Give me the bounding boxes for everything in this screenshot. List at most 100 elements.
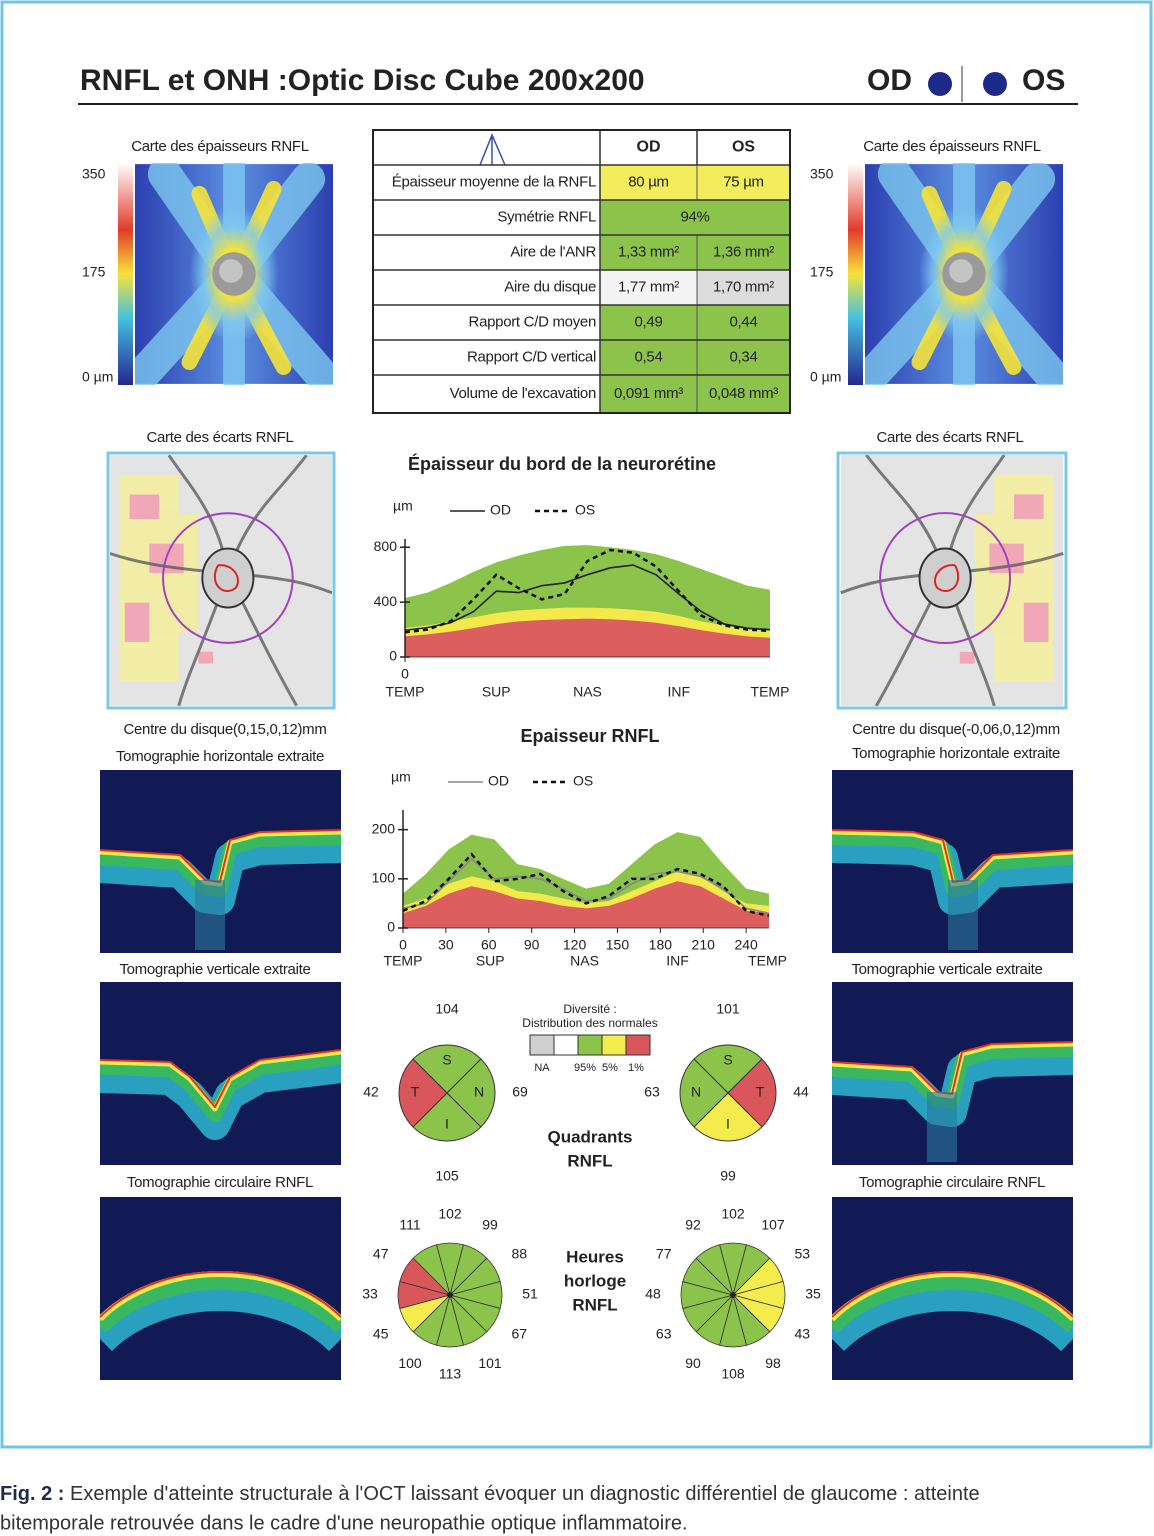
quadrant-value: 105	[435, 1168, 459, 1184]
deviation-map-os	[840, 455, 1064, 706]
x-tick-label: 240	[734, 937, 758, 953]
legend-swatch	[577, 1034, 603, 1056]
series-line	[404, 548, 771, 634]
quadrant-value: 44	[793, 1084, 809, 1100]
legend-label: OD	[490, 502, 511, 518]
table-cell	[696, 339, 791, 376]
scale-label: 0 µm	[810, 369, 841, 385]
clock-value: 102	[721, 1206, 745, 1222]
tomo-label: Tomographie verticale extraite	[119, 961, 310, 978]
x-tick-label: 90	[524, 937, 540, 953]
table-row-label: Aire du disque	[504, 278, 596, 295]
tomo-image	[100, 982, 341, 1165]
map-border	[836, 451, 1068, 710]
clock-value: 45	[373, 1326, 389, 1342]
legend-label: OS	[575, 502, 595, 518]
color-scale	[848, 163, 863, 385]
quadrant-sector	[398, 1058, 448, 1128]
clock-value: 111	[399, 1216, 420, 1232]
y-tick-label: 800	[374, 538, 398, 554]
quadrant-letter: I	[445, 1116, 449, 1132]
quadrant-letter: N	[691, 1084, 701, 1100]
x-region-label: NAS	[570, 953, 599, 969]
normal-band	[405, 618, 770, 657]
legend-swatch	[601, 1034, 627, 1056]
deviation-map	[110, 455, 332, 706]
title: RNFL et ONH :Optic Disc Cube 200x200	[80, 64, 645, 97]
section-title: RNFL	[572, 1295, 617, 1314]
quadrant-value: 63	[644, 1084, 660, 1100]
quadrant-letter: T	[411, 1084, 420, 1100]
caption-text: Exemple d'atteinte structurale à l'OCT l…	[70, 1483, 980, 1505]
chart-title: Epaisseur RNFL	[520, 726, 659, 746]
legend-label: OS	[573, 773, 593, 789]
clock-center	[730, 1292, 736, 1298]
legend-swatch	[529, 1034, 555, 1056]
clock-value: 101	[478, 1355, 502, 1371]
quadrant-letter: S	[442, 1052, 451, 1068]
legend-swatch	[625, 1034, 651, 1056]
tomo-image	[832, 1197, 1073, 1380]
clock-value: 92	[685, 1216, 701, 1232]
disc-center: Centre du disque(-0,06,0,12)mm	[852, 721, 1060, 738]
clock-value: 43	[794, 1326, 810, 1342]
legend-label: NA	[534, 1062, 550, 1074]
section-title: RNFL	[567, 1151, 612, 1170]
x-tick-label: 60	[481, 937, 497, 953]
table-cell	[599, 199, 791, 236]
clock-value: 35	[805, 1286, 821, 1302]
legend-swatch	[553, 1034, 579, 1056]
x-region-label: INF	[667, 684, 690, 700]
quadrant-sector	[693, 1044, 763, 1094]
table-value: 1,70 mm²	[713, 278, 774, 295]
quadrant-letter: N	[474, 1084, 484, 1100]
table-value: 80 µm	[628, 173, 669, 190]
clock-sector	[412, 1244, 451, 1297]
clock-value: 48	[645, 1286, 661, 1302]
quadrant-sector	[446, 1058, 496, 1128]
tomo-label: Tomographie verticale extraite	[851, 961, 1042, 978]
table-cell	[696, 304, 791, 341]
quadrant-value: 42	[363, 1084, 379, 1100]
clock-value: 99	[482, 1216, 498, 1232]
table-value: 75 µm	[723, 173, 764, 190]
y-tick-label: 0	[387, 919, 395, 935]
y-tick-label: 200	[372, 820, 396, 836]
thickness-map	[865, 164, 1063, 384]
section-title: Quadrants	[547, 1127, 632, 1146]
x-region-label: TEMP	[386, 684, 425, 700]
table-value: 0,091 mm³	[614, 385, 683, 402]
x-tick-label: 210	[692, 937, 716, 953]
x-tick-label: 120	[563, 937, 587, 953]
clock-value: 47	[373, 1246, 389, 1262]
series-line	[404, 564, 771, 632]
quadrant-value: 104	[435, 1001, 459, 1017]
table-row-label: Aire de l'ANR	[510, 243, 596, 260]
map-label: Carte des épaisseurs RNFL	[131, 138, 309, 155]
table-cell	[599, 339, 698, 376]
clock-value: 108	[721, 1366, 745, 1382]
od-dot	[928, 72, 952, 96]
map-label: Carte des épaisseurs RNFL	[863, 138, 1041, 155]
table-row-label: Épaisseur moyenne de la RNFL	[392, 173, 596, 190]
frame	[0, 0, 1153, 1449]
tomo-label: Tomographie horizontale extraite	[116, 748, 324, 765]
y-axis-label: µm	[391, 769, 411, 785]
series-line	[402, 858, 770, 915]
clock-value: 63	[656, 1326, 672, 1342]
table-header: OS	[732, 139, 755, 156]
os-label: OS	[1022, 64, 1065, 97]
legend-label: 95%	[574, 1062, 596, 1074]
clock-value: 98	[765, 1355, 781, 1371]
x-region-label: TEMP	[751, 684, 790, 700]
x-tick-label: 0	[399, 937, 407, 953]
quadrant-value: 69	[512, 1084, 528, 1100]
x-tick-label: 150	[606, 937, 630, 953]
table-row-label: Rapport C/D vertical	[467, 348, 596, 365]
quadrant-sector	[679, 1058, 729, 1128]
table-cell	[599, 374, 698, 414]
legend-label: 5%	[602, 1062, 618, 1074]
table-value: 0,34	[730, 348, 758, 365]
